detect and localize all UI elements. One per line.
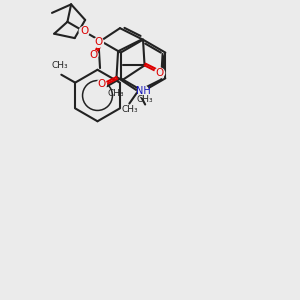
Text: NH: NH	[136, 86, 150, 96]
Circle shape	[94, 38, 103, 47]
Circle shape	[155, 68, 165, 78]
Circle shape	[97, 80, 106, 89]
Text: O: O	[97, 80, 106, 89]
Circle shape	[79, 26, 89, 36]
Text: CH₃: CH₃	[51, 61, 68, 70]
Text: CH₃: CH₃	[137, 94, 154, 103]
Circle shape	[137, 86, 148, 97]
Circle shape	[88, 50, 98, 60]
Text: CH₃: CH₃	[121, 104, 138, 113]
Text: O: O	[89, 50, 97, 60]
Text: O: O	[94, 38, 103, 47]
Text: CH₃: CH₃	[108, 89, 124, 98]
Text: O: O	[155, 68, 164, 78]
Text: O: O	[80, 26, 88, 37]
